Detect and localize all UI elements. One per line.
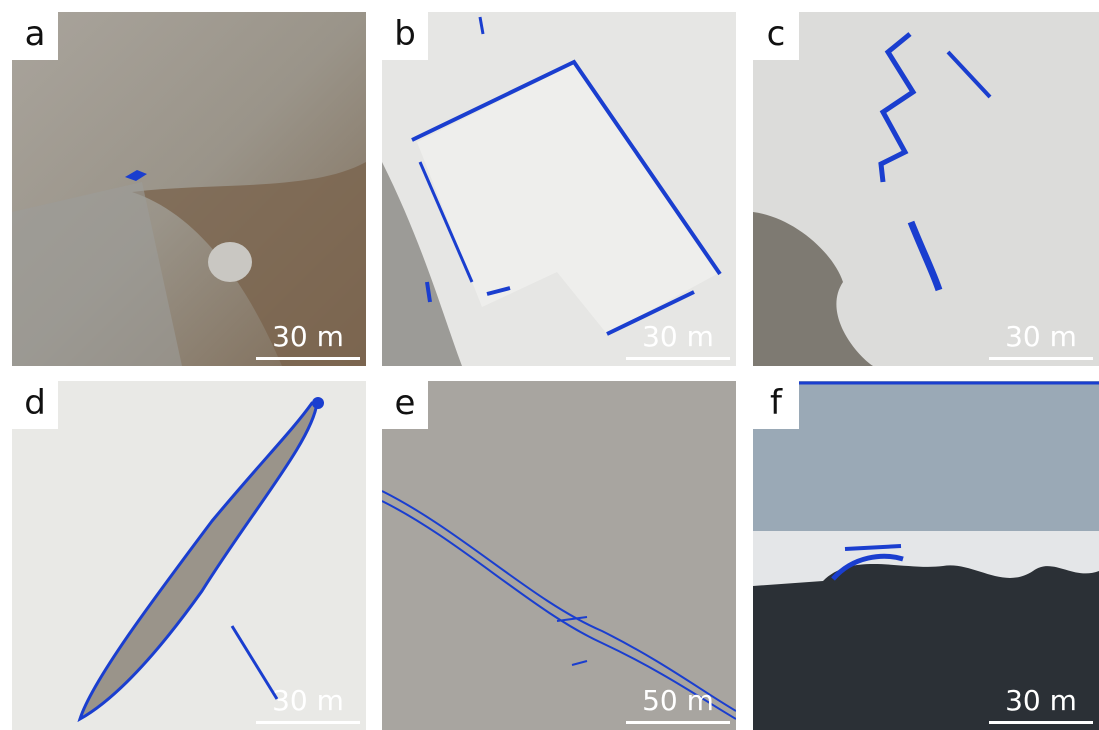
panel-c: c 30 m xyxy=(753,12,1099,366)
scale-bar: 30 m xyxy=(989,321,1093,360)
page: a 30 m b 30 m c 30 m d 30 m e 5 xyxy=(0,0,1099,730)
panel-label: e xyxy=(382,381,428,429)
scale-bar: 30 m xyxy=(256,685,360,724)
image-b xyxy=(382,12,736,366)
panel-label: a xyxy=(12,12,58,60)
panel-f: f 30 m xyxy=(753,381,1099,730)
scale-bar: 30 m xyxy=(626,321,730,360)
panel-e: e 50 m xyxy=(382,381,736,730)
image-d xyxy=(12,381,366,730)
image-f xyxy=(753,381,1099,730)
panel-d: d 30 m xyxy=(12,381,366,730)
image-c xyxy=(753,12,1099,366)
panel-label: b xyxy=(382,12,428,60)
scale-bar: 50 m xyxy=(626,685,730,724)
panel-b: b 30 m xyxy=(382,12,736,366)
scale-bar: 30 m xyxy=(989,685,1093,724)
panel-a: a 30 m xyxy=(12,12,366,366)
panel-label: c xyxy=(753,12,799,60)
scale-bar: 30 m xyxy=(256,321,360,360)
panel-label: f xyxy=(753,381,799,429)
panel-label: d xyxy=(12,381,58,429)
image-a xyxy=(12,12,366,366)
image-e xyxy=(382,381,736,730)
